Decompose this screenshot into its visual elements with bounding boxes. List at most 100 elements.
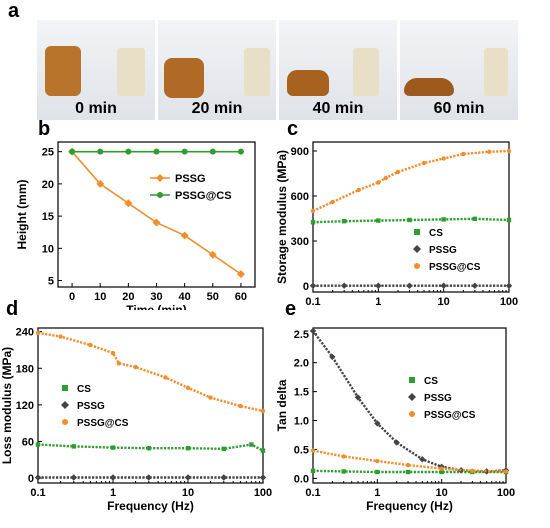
series-pssg-cs bbox=[310, 148, 512, 214]
legend-entry: PSSG@CS bbox=[150, 190, 232, 202]
pssg-cs-sample-image bbox=[117, 48, 145, 96]
legend-marker bbox=[156, 174, 164, 182]
legend-entry: PSSG bbox=[150, 173, 206, 185]
x-tick-label: 60 bbox=[235, 291, 247, 303]
data-point bbox=[310, 220, 316, 225]
y-tick-label: 240 bbox=[16, 327, 34, 339]
data-point bbox=[69, 148, 76, 155]
data-point bbox=[146, 446, 151, 451]
x-tick-label: 0 bbox=[69, 291, 75, 303]
y-tick-label: 0 bbox=[303, 281, 309, 293]
y-axis-label: Storage modulus (MPa) bbox=[275, 150, 289, 284]
photo-label-0min: 0 min bbox=[75, 100, 117, 117]
data-point bbox=[88, 342, 93, 348]
x-tick-label: 10 bbox=[438, 296, 450, 308]
legend-marker bbox=[61, 401, 69, 409]
data-point bbox=[185, 446, 191, 451]
x-tick-label: 10 bbox=[182, 487, 194, 499]
data-point bbox=[184, 474, 192, 481]
x-axis-label: Frequency (Hz) bbox=[107, 499, 194, 513]
data-point bbox=[185, 385, 191, 391]
panel-letter-d: d bbox=[6, 298, 19, 320]
legend-entry: PSSG bbox=[61, 401, 105, 412]
pssg-sample-image bbox=[164, 58, 204, 98]
data-point bbox=[260, 448, 266, 453]
data-point bbox=[406, 282, 413, 289]
legend-marker bbox=[409, 411, 415, 417]
x-tick-label: 1 bbox=[110, 487, 116, 499]
y-tick-label: 2.5 bbox=[294, 329, 309, 341]
data-point bbox=[249, 442, 254, 447]
data-point bbox=[97, 148, 104, 155]
y-tick-label: 120 bbox=[16, 400, 34, 412]
pssg-sample-image bbox=[404, 78, 454, 96]
data-point bbox=[116, 361, 122, 366]
pssg-cs-sample-image bbox=[353, 48, 379, 96]
data-point bbox=[341, 454, 346, 459]
data-point bbox=[96, 179, 105, 188]
legend-label: PSSG@CS bbox=[77, 418, 129, 429]
data-point bbox=[356, 187, 361, 193]
legend-label: CS bbox=[77, 384, 91, 395]
legend-label: CS bbox=[424, 376, 438, 387]
x-tick-label: 10 bbox=[94, 291, 106, 303]
x-tick-label: 10 bbox=[436, 487, 448, 499]
series-line bbox=[37, 443, 264, 452]
data-point bbox=[395, 169, 401, 175]
data-point bbox=[483, 468, 490, 475]
panel-letter-e: e bbox=[285, 298, 297, 320]
data-point bbox=[110, 445, 116, 450]
chart-tan-delta: 0.1 1 10 100 0.0 0.5 1.0 1.5 2.0 2.5 Frequency (Hz… bbox=[275, 327, 515, 513]
data-point bbox=[152, 218, 161, 227]
data-point bbox=[124, 199, 133, 208]
y-tick-label: 0.0 bbox=[294, 473, 309, 485]
x-axis-label: Frequency (Hz) bbox=[368, 308, 455, 310]
panel-letter-a: a bbox=[8, 0, 20, 22]
data-point bbox=[439, 466, 444, 471]
photo-tile-60min: 60 min bbox=[400, 20, 518, 120]
data-point bbox=[405, 462, 411, 468]
data-point bbox=[260, 408, 266, 414]
series-pssg bbox=[34, 474, 267, 481]
legend-label: CS bbox=[429, 228, 443, 239]
legend-marker bbox=[408, 393, 416, 401]
data-point bbox=[34, 474, 42, 481]
legend-marker bbox=[157, 192, 163, 198]
data-point bbox=[441, 217, 446, 222]
y-tick-label: 600 bbox=[291, 191, 309, 203]
photo-strip: 0 min 20 min 40 min 60 min bbox=[37, 20, 518, 120]
data-point bbox=[110, 350, 116, 356]
data-point bbox=[505, 282, 513, 289]
data-point bbox=[440, 282, 447, 289]
legend-marker bbox=[414, 263, 420, 269]
series-pssg-cs bbox=[69, 148, 244, 155]
series-cs bbox=[310, 216, 512, 225]
x-tick-label: 50 bbox=[207, 291, 219, 303]
data-point bbox=[461, 151, 466, 157]
data-point bbox=[329, 353, 336, 361]
legend-marker bbox=[62, 385, 68, 391]
legend-entry: CS bbox=[62, 384, 91, 395]
series-line bbox=[312, 149, 510, 213]
data-point bbox=[421, 160, 427, 166]
data-point bbox=[153, 148, 160, 155]
chart-storage-modulus: 0.1 1 10 100 0 300 600 900 Frequency (Hz) Storage… bbox=[275, 141, 518, 310]
data-point bbox=[375, 282, 382, 289]
pssg-cs-sample-image bbox=[244, 48, 270, 96]
data-point bbox=[163, 375, 168, 380]
data-point bbox=[238, 403, 243, 409]
y-axis-label: Tan delta bbox=[275, 379, 289, 431]
x-axis-label: Time (min) bbox=[126, 303, 186, 310]
data-point bbox=[181, 148, 188, 155]
data-point bbox=[310, 208, 316, 214]
x-tick-label: 100 bbox=[254, 487, 272, 499]
legend-entry: PSSG bbox=[408, 393, 452, 404]
y-tick-label: 15 bbox=[42, 211, 54, 223]
data-point bbox=[236, 270, 245, 279]
data-point bbox=[310, 468, 316, 474]
photo-tile-20min: 20 min bbox=[158, 20, 276, 120]
data-point bbox=[237, 148, 244, 155]
data-point bbox=[109, 474, 117, 481]
photo-label-60min: 60 min bbox=[433, 100, 485, 117]
series-line bbox=[312, 449, 507, 473]
